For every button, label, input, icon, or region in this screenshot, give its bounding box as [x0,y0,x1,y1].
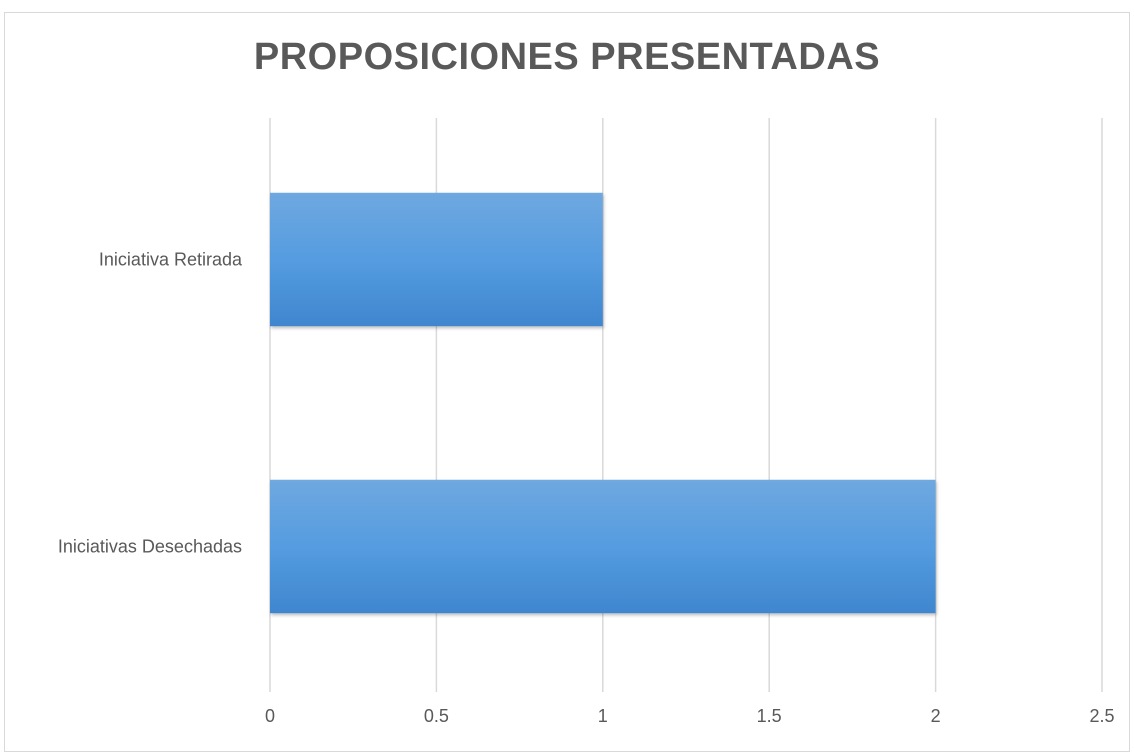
category-label: Iniciativa Retirada [99,250,243,270]
chart-title: PROPOSICIONES PRESENTADAS [253,36,881,78]
x-tick-label: 2 [931,706,941,726]
x-tick-label: 2.5 [1089,706,1114,726]
bar [270,479,936,614]
x-tick-labels: 0 0.5 1 1.5 2 2.5 [265,706,1115,726]
bar [270,192,603,327]
x-tick-label: 1.5 [757,706,782,726]
category-label: Iniciativas Desechadas [58,537,242,557]
category-labels: Iniciativa Retirada Iniciativas Desechada… [58,250,243,557]
x-tick-label: 1 [598,706,608,726]
x-tick-label: 0.5 [424,706,449,726]
x-tick-label: 0 [265,706,275,726]
bars [270,192,936,614]
chart-frame [4,12,1130,752]
